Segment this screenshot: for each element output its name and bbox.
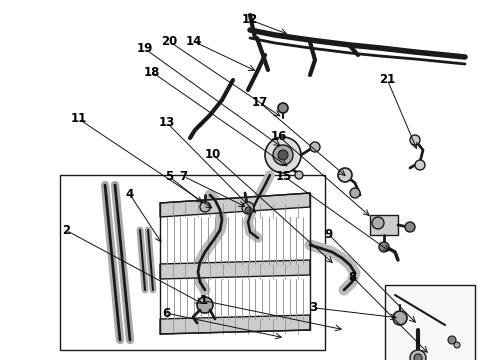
Text: 4: 4 — [126, 188, 134, 201]
Circle shape — [372, 217, 384, 229]
Text: 21: 21 — [379, 73, 395, 86]
Circle shape — [278, 103, 288, 113]
Text: 9: 9 — [324, 228, 332, 240]
Bar — [385, 285, 475, 360]
Text: 19: 19 — [136, 42, 153, 55]
Text: 20: 20 — [161, 35, 177, 48]
Circle shape — [448, 336, 456, 344]
Circle shape — [197, 297, 213, 313]
Text: 17: 17 — [251, 96, 268, 109]
Circle shape — [350, 188, 360, 198]
Circle shape — [414, 354, 422, 360]
Text: 14: 14 — [185, 35, 202, 48]
Bar — [370, 215, 398, 235]
Circle shape — [273, 145, 293, 165]
Bar — [60, 175, 325, 350]
Circle shape — [405, 222, 415, 232]
Text: 7: 7 — [180, 170, 188, 183]
Circle shape — [295, 171, 303, 179]
Circle shape — [379, 242, 389, 252]
Text: 3: 3 — [310, 301, 318, 314]
Circle shape — [242, 202, 254, 214]
Text: 8: 8 — [349, 271, 357, 284]
Text: 13: 13 — [158, 116, 175, 129]
Text: 15: 15 — [276, 170, 293, 183]
Circle shape — [410, 350, 426, 360]
Circle shape — [454, 342, 460, 348]
Text: 18: 18 — [144, 66, 160, 78]
Polygon shape — [160, 260, 310, 279]
Circle shape — [310, 142, 320, 152]
Polygon shape — [160, 315, 310, 334]
Circle shape — [265, 137, 301, 173]
Text: 11: 11 — [70, 112, 87, 125]
Circle shape — [200, 202, 210, 212]
Circle shape — [278, 150, 288, 160]
Circle shape — [393, 311, 407, 325]
Text: 2: 2 — [62, 224, 70, 237]
Text: 6: 6 — [163, 307, 171, 320]
Text: 16: 16 — [271, 130, 288, 143]
Text: 10: 10 — [205, 148, 221, 161]
Circle shape — [245, 207, 251, 213]
Polygon shape — [160, 193, 310, 217]
Text: 5: 5 — [165, 170, 173, 183]
Text: 1: 1 — [199, 294, 207, 307]
Text: 12: 12 — [242, 13, 258, 26]
Circle shape — [338, 168, 352, 182]
Circle shape — [410, 135, 420, 145]
Circle shape — [415, 160, 425, 170]
